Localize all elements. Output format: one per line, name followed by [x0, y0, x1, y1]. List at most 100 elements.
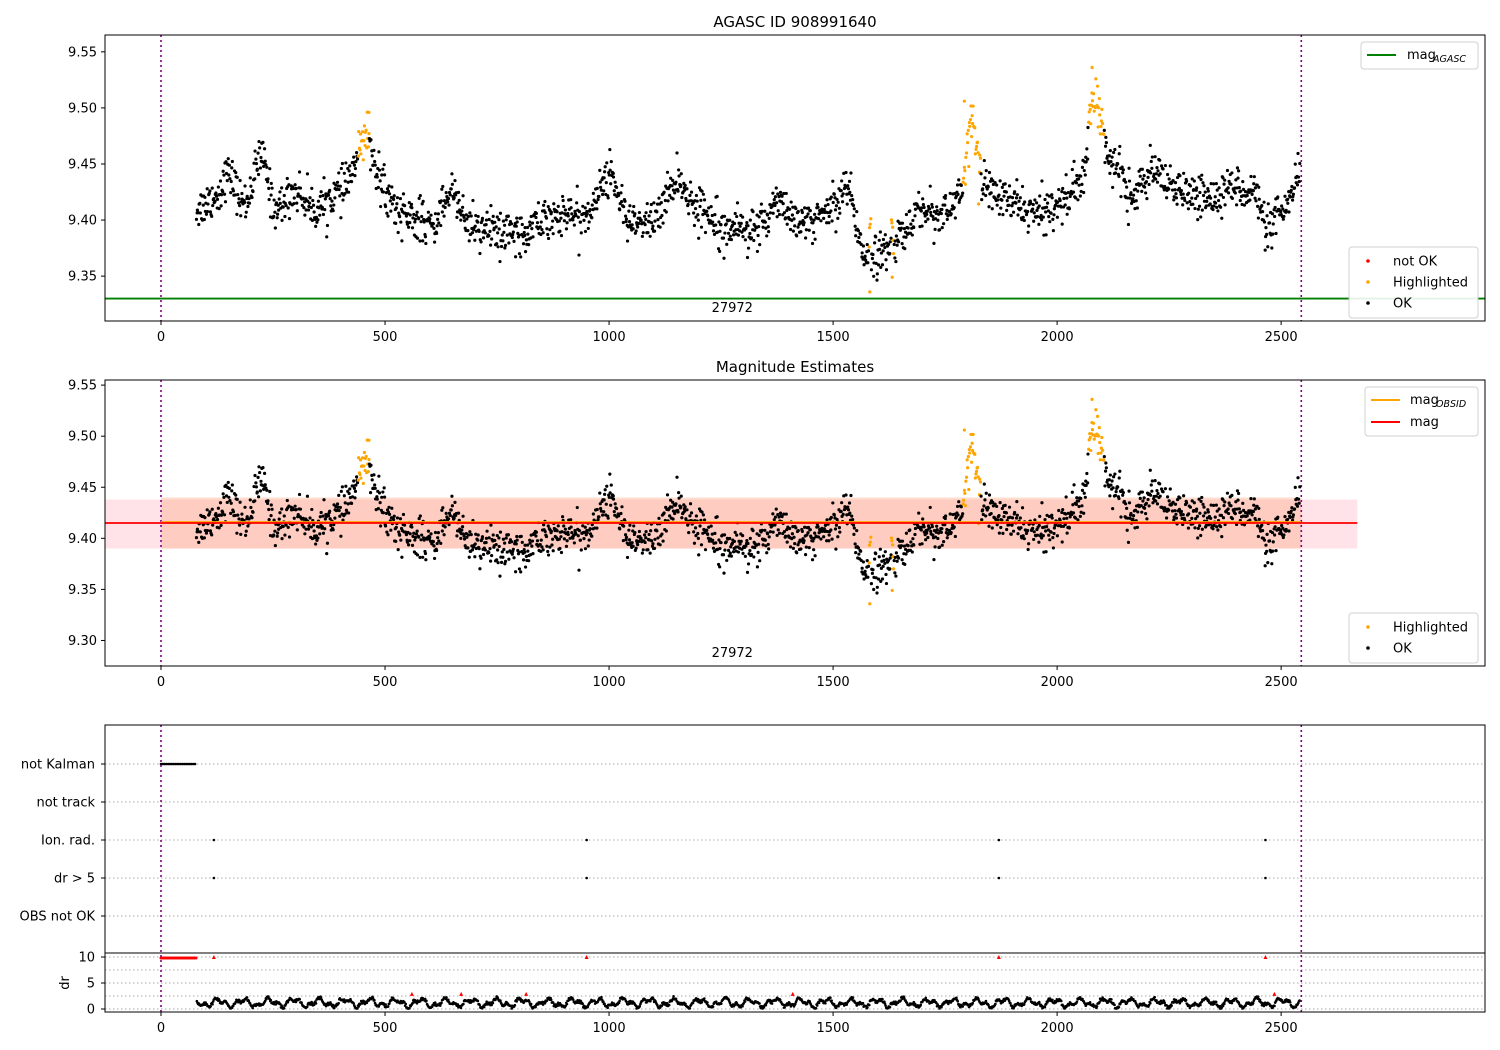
ok-point: [869, 582, 874, 586]
ok-point: [1283, 515, 1287, 519]
ok-point: [843, 185, 848, 190]
ok-point: [931, 214, 935, 219]
ok-point: [696, 218, 700, 222]
highlighted-point: [1097, 106, 1101, 110]
ok-point: [1033, 518, 1037, 522]
ok-point: [848, 511, 852, 515]
ok-point: [488, 243, 493, 247]
highlighted-point: [976, 151, 980, 155]
ok-point: [617, 193, 621, 197]
ok-point: [775, 215, 779, 219]
ok-point: [729, 237, 733, 242]
ok-point: [1085, 471, 1089, 476]
ok-point: [349, 501, 354, 505]
ok-point: [774, 201, 779, 205]
ok-point: [224, 160, 228, 164]
ok-point: [205, 209, 210, 214]
ok-point: [273, 210, 277, 214]
ok-point: [713, 213, 717, 217]
ok-point: [776, 192, 780, 196]
ok-point: [892, 558, 896, 563]
ok-point: [1052, 531, 1056, 536]
ok-point: [1061, 186, 1065, 191]
ok-point: [1233, 191, 1237, 195]
ok-point: [733, 211, 737, 216]
ok-point: [456, 511, 461, 515]
ok-point: [1271, 222, 1275, 226]
ok-point: [1212, 204, 1216, 208]
ok-point: [926, 535, 930, 540]
ok-point: [432, 240, 437, 244]
ok-point: [1065, 212, 1069, 216]
ok-point: [419, 220, 423, 224]
ok-point: [450, 172, 454, 176]
ok-point: [1001, 531, 1005, 535]
ok-point: [473, 238, 477, 242]
ok-point: [1236, 498, 1240, 502]
ok-point: [953, 191, 957, 196]
ok-point: [422, 217, 426, 222]
ok-point: [765, 532, 770, 536]
ok-point: [893, 239, 897, 243]
highlighted-point: [963, 169, 967, 173]
ok-point: [1178, 174, 1182, 178]
highlighted-point: [361, 158, 365, 162]
ok-point: [1060, 222, 1064, 226]
ok-point: [1186, 526, 1191, 530]
highlighted-point: [1095, 84, 1100, 88]
ok-point: [325, 235, 329, 239]
ok-point: [819, 219, 823, 223]
ok-point: [1291, 513, 1295, 517]
ok-point: [230, 166, 234, 170]
ok-point: [441, 506, 445, 510]
dr-point: [447, 998, 450, 1002]
ok-point: [628, 523, 632, 527]
ok-point: [823, 523, 828, 528]
ok-point: [1158, 482, 1162, 486]
ok-point: [1151, 501, 1155, 505]
ok-point: [1271, 540, 1275, 544]
ok-point: [448, 193, 452, 197]
ok-point: [940, 207, 944, 212]
ok-point: [1080, 182, 1084, 186]
highlighted-point: [974, 469, 979, 473]
ok-point: [865, 242, 869, 247]
ok-point: [500, 550, 504, 554]
ok-point: [811, 539, 815, 543]
dr-point: [549, 998, 553, 1002]
ok-point: [559, 535, 563, 539]
ok-point: [535, 221, 540, 225]
ok-point: [894, 551, 898, 555]
ok-point: [495, 533, 499, 538]
ok-point: [1040, 179, 1044, 183]
ok-point: [1230, 493, 1234, 497]
ok-point: [900, 539, 905, 543]
x-tick-label: 2000: [1041, 330, 1074, 345]
ok-point: [1173, 509, 1177, 513]
ok-point: [745, 570, 750, 575]
ok-point: [627, 209, 631, 213]
highlighted-point: [971, 104, 975, 108]
ok-point: [355, 481, 360, 485]
ok-point: [350, 172, 355, 177]
ok-point: [1266, 202, 1270, 206]
highlighted-point: [1102, 458, 1106, 462]
ok-point: [832, 513, 836, 517]
flag-label: not Kalman: [21, 758, 95, 773]
ok-point: [836, 535, 840, 539]
ok-point: [415, 553, 420, 557]
dr-point: [269, 998, 273, 1002]
ok-point: [760, 528, 764, 532]
ok-point: [728, 218, 732, 222]
ok-point: [526, 549, 530, 553]
ok-point: [665, 170, 670, 174]
ok-point: [1192, 179, 1196, 183]
ok-point: [1295, 504, 1300, 508]
ok-point: [1080, 504, 1084, 508]
ok-point: [609, 159, 613, 164]
ok-point: [337, 508, 341, 513]
ok-point: [210, 214, 214, 218]
ok-point: [820, 526, 824, 530]
ok-point: [524, 238, 529, 242]
ok-point: [406, 543, 411, 547]
